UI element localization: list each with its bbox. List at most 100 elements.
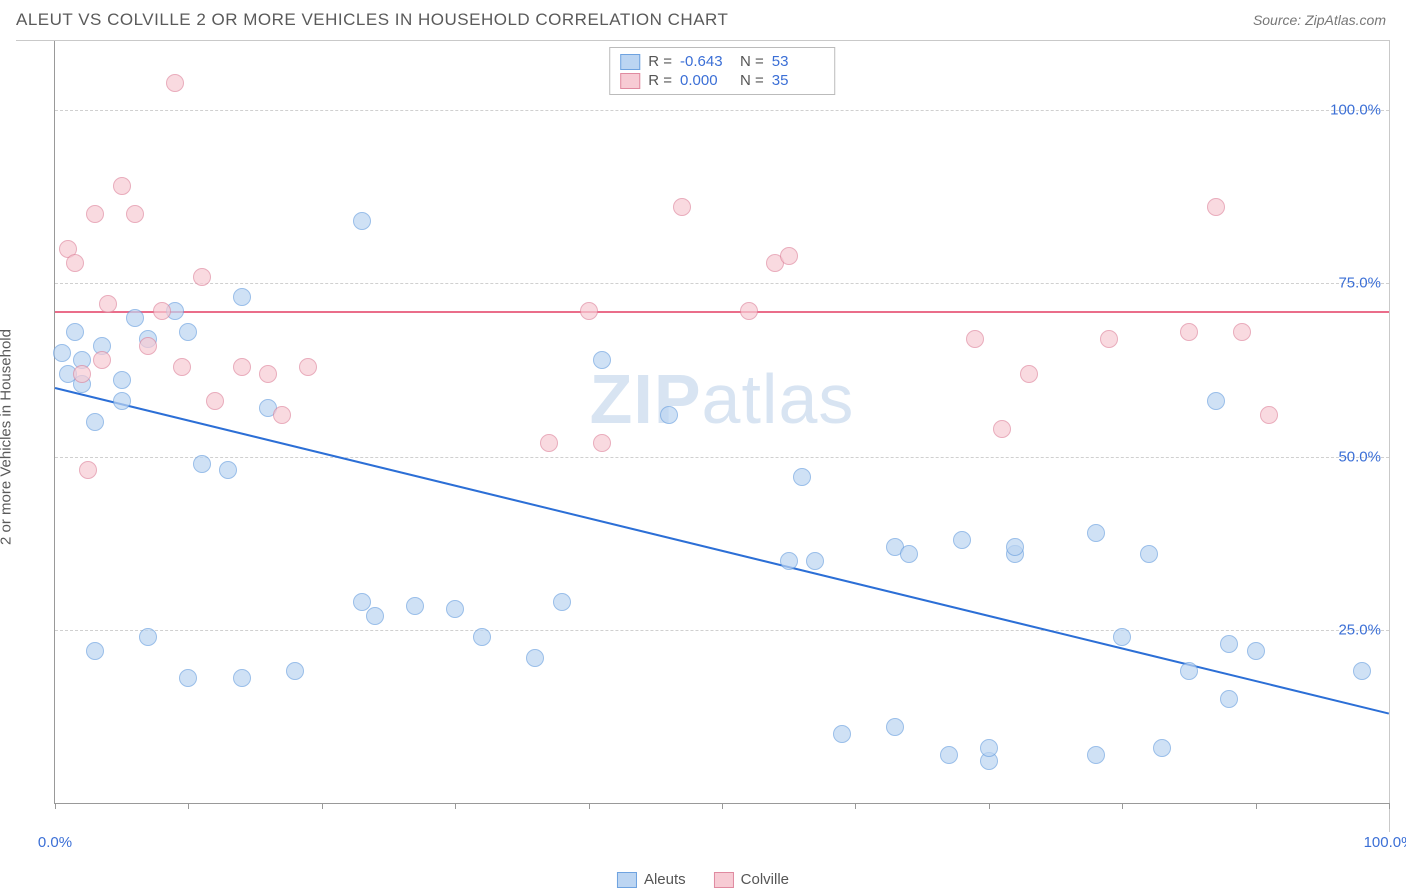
data-point-aleuts	[1220, 635, 1238, 653]
data-point-colville	[259, 365, 277, 383]
data-point-aleuts	[473, 628, 491, 646]
stats-row-colville: R = 0.000 N = 35	[620, 71, 824, 90]
x-tick	[55, 803, 56, 809]
data-point-colville	[966, 330, 984, 348]
data-point-aleuts	[953, 531, 971, 549]
chart-title: ALEUT VS COLVILLE 2 OR MORE VEHICLES IN …	[16, 10, 728, 30]
gridline	[55, 457, 1389, 458]
x-tick-label: 0.0%	[38, 834, 72, 851]
source-label: Source:	[1253, 12, 1305, 28]
watermark: ZIPatlas	[590, 359, 855, 439]
data-point-aleuts	[179, 669, 197, 687]
data-point-colville	[166, 74, 184, 92]
chart-header: ALEUT VS COLVILLE 2 OR MORE VEHICLES IN …	[0, 0, 1406, 36]
data-point-colville	[79, 461, 97, 479]
data-point-aleuts	[660, 406, 678, 424]
watermark-bold: ZIP	[590, 360, 702, 438]
x-tick	[855, 803, 856, 809]
x-tick	[188, 803, 189, 809]
data-point-colville	[580, 302, 598, 320]
gridline	[55, 630, 1389, 631]
stats-row-aleuts: R = -0.643 N = 53	[620, 52, 824, 71]
source-name: ZipAtlas.com	[1305, 12, 1386, 28]
data-point-aleuts	[886, 718, 904, 736]
r-value-aleuts: -0.643	[680, 53, 732, 70]
data-point-aleuts	[126, 309, 144, 327]
scatter-plot: ZIPatlas R = -0.643 N = 53 R = 0.000 N =…	[54, 41, 1389, 804]
legend-label-colville: Colville	[741, 871, 789, 888]
data-point-aleuts	[980, 739, 998, 757]
y-tick-label: 50.0%	[1338, 448, 1381, 465]
data-point-aleuts	[1087, 524, 1105, 542]
data-point-aleuts	[593, 351, 611, 369]
data-point-colville	[780, 247, 798, 265]
x-tick	[1256, 803, 1257, 809]
y-tick-label: 25.0%	[1338, 621, 1381, 638]
data-point-aleuts	[1006, 538, 1024, 556]
data-point-colville	[1260, 406, 1278, 424]
series-legend: Aleuts Colville	[617, 871, 789, 888]
data-point-aleuts	[1140, 545, 1158, 563]
data-point-aleuts	[793, 468, 811, 486]
n-label: N =	[740, 72, 764, 89]
trend-line-colville	[55, 311, 1389, 313]
legend-item-colville: Colville	[714, 871, 789, 888]
swatch-colville-icon	[620, 73, 640, 89]
data-point-colville	[173, 358, 191, 376]
x-tick	[455, 803, 456, 809]
r-value-colville: 0.000	[680, 72, 732, 89]
x-tick	[1122, 803, 1123, 809]
data-point-colville	[233, 358, 251, 376]
r-label: R =	[648, 72, 672, 89]
swatch-aleuts-icon	[620, 54, 640, 70]
stats-legend: R = -0.643 N = 53 R = 0.000 N = 35	[609, 47, 835, 95]
data-point-aleuts	[86, 642, 104, 660]
data-point-colville	[66, 254, 84, 272]
data-point-aleuts	[219, 461, 237, 479]
data-point-aleuts	[1353, 662, 1371, 680]
data-point-colville	[206, 392, 224, 410]
data-point-aleuts	[1153, 739, 1171, 757]
data-point-colville	[593, 434, 611, 452]
data-point-colville	[86, 205, 104, 223]
legend-label-aleuts: Aleuts	[644, 871, 686, 888]
data-point-colville	[93, 351, 111, 369]
data-point-aleuts	[353, 212, 371, 230]
data-point-aleuts	[286, 662, 304, 680]
n-label: N =	[740, 53, 764, 70]
data-point-colville	[1020, 365, 1038, 383]
data-point-colville	[193, 268, 211, 286]
data-point-aleuts	[1207, 392, 1225, 410]
x-tick	[322, 803, 323, 809]
data-point-aleuts	[113, 392, 131, 410]
gridline	[55, 283, 1389, 284]
data-point-colville	[126, 205, 144, 223]
data-point-aleuts	[366, 607, 384, 625]
data-point-aleuts	[179, 323, 197, 341]
data-point-aleuts	[113, 371, 131, 389]
data-point-colville	[73, 365, 91, 383]
swatch-aleuts-icon	[617, 872, 637, 888]
r-label: R =	[648, 53, 672, 70]
data-point-aleuts	[193, 455, 211, 473]
y-axis-label: 2 or more Vehicles in Household	[0, 329, 15, 545]
data-point-colville	[1100, 330, 1118, 348]
gridline	[55, 110, 1389, 111]
data-point-aleuts	[233, 288, 251, 306]
data-point-colville	[99, 295, 117, 313]
n-value-colville: 35	[772, 72, 824, 89]
swatch-colville-icon	[714, 872, 734, 888]
x-tick	[989, 803, 990, 809]
data-point-aleuts	[833, 725, 851, 743]
data-point-aleuts	[1113, 628, 1131, 646]
data-point-colville	[139, 337, 157, 355]
data-point-colville	[299, 358, 317, 376]
data-point-aleuts	[139, 628, 157, 646]
data-point-colville	[1180, 323, 1198, 341]
data-point-colville	[993, 420, 1011, 438]
data-point-aleuts	[446, 600, 464, 618]
x-tick	[1389, 803, 1390, 809]
data-point-colville	[673, 198, 691, 216]
x-tick	[722, 803, 723, 809]
n-value-aleuts: 53	[772, 53, 824, 70]
